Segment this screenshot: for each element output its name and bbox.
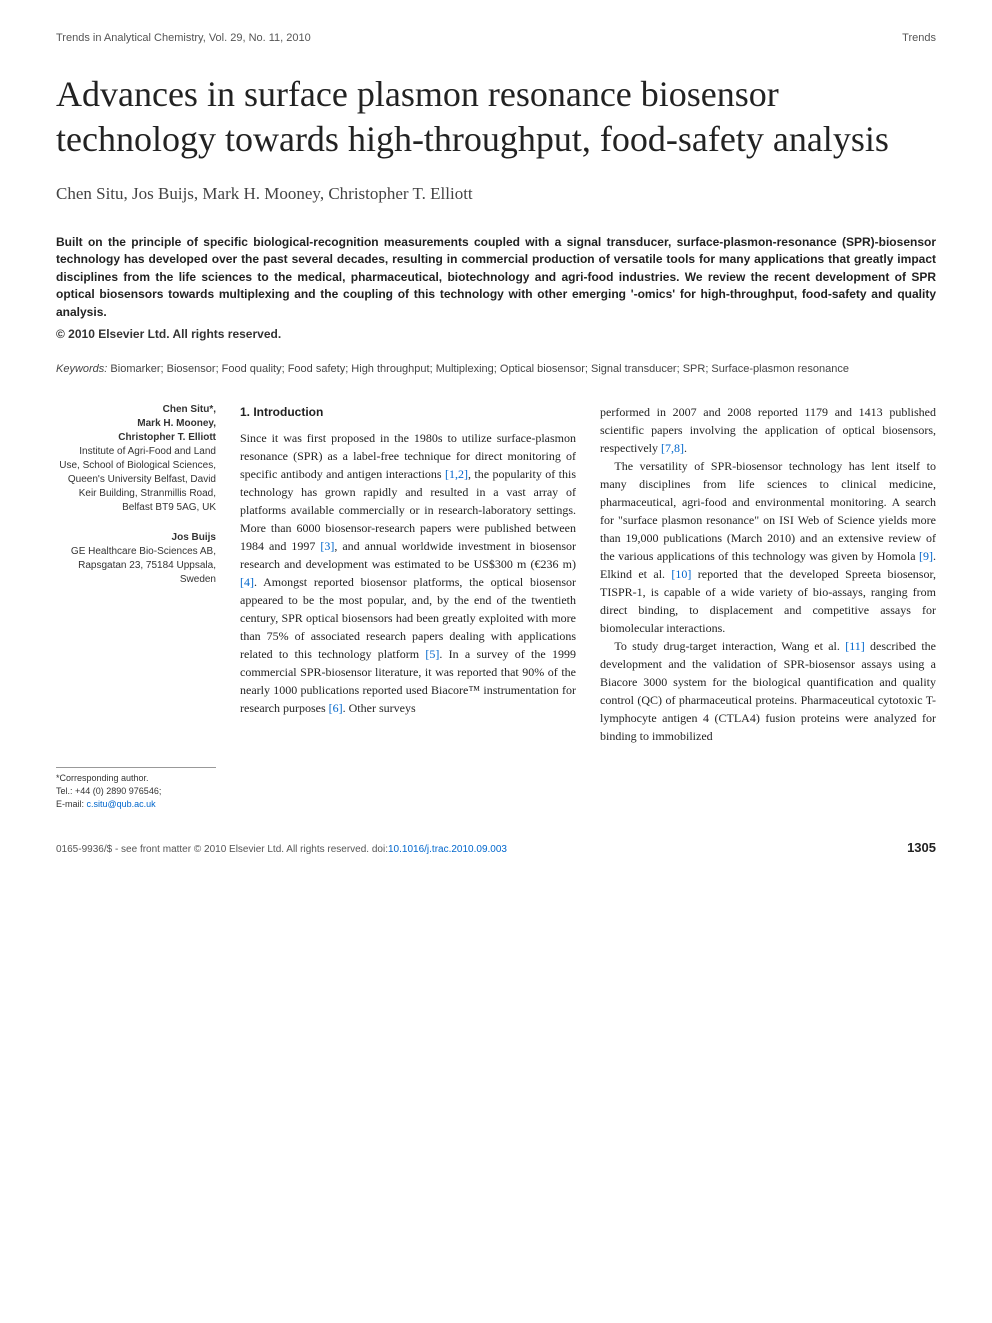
text-run: described the development and the valida…: [600, 639, 936, 743]
page-container: Trends in Analytical Chemistry, Vol. 29,…: [0, 0, 992, 879]
doi-link[interactable]: 10.1016/j.trac.2010.09.003: [388, 844, 507, 855]
email-label: E-mail:: [56, 799, 87, 809]
author-list: Chen Situ, Jos Buijs, Mark H. Mooney, Ch…: [56, 184, 936, 204]
corresponding-tel: Tel.: +44 (0) 2890 976546;: [56, 785, 216, 798]
intro-paragraph-3: To study drug-target interaction, Wang e…: [600, 637, 936, 745]
text-run: . Other surveys: [343, 701, 416, 715]
corresponding-email-line: E-mail: c.situ@qub.ac.uk: [56, 798, 216, 811]
abstract-text: Built on the principle of specific biolo…: [56, 234, 936, 321]
page-footer: 0165-9936/$ - see front matter © 2010 El…: [56, 840, 936, 855]
article-title: Advances in surface plasmon resonance bi…: [56, 72, 936, 162]
citation-link-11[interactable]: [11]: [845, 639, 865, 653]
citation-link-10[interactable]: [10]: [671, 567, 691, 581]
section-heading-intro: 1. Introduction: [240, 403, 576, 421]
corresponding-author-block: *Corresponding author. Tel.: +44 (0) 289…: [56, 767, 216, 810]
intro-paragraph-2: The versatility of SPR-biosensor technol…: [600, 457, 936, 637]
affil-address-1: Institute of Agri-Food and Land Use, Sch…: [56, 445, 216, 515]
affil-names-2: Jos Buijs: [56, 531, 216, 545]
affil-address-2: GE Healthcare Bio-Sciences AB, Rapsgatan…: [56, 545, 216, 587]
text-run: To study drug-target interaction, Wang e…: [614, 639, 845, 653]
text-run: The versatility of SPR-biosensor technol…: [600, 459, 936, 563]
citation-link-5[interactable]: [5]: [425, 647, 439, 661]
body-column-2: performed in 2007 and 2008 reported 1179…: [600, 403, 936, 810]
corresponding-email-link[interactable]: c.situ@qub.ac.uk: [87, 799, 156, 809]
citation-link-6[interactable]: [6]: [329, 701, 343, 715]
body-column-1: 1. Introduction Since it was first propo…: [240, 403, 576, 810]
intro-paragraph-1: Since it was first proposed in the 1980s…: [240, 429, 576, 717]
affil-names-1: Chen Situ*, Mark H. Mooney, Christopher …: [56, 403, 216, 445]
running-header: Trends in Analytical Chemistry, Vol. 29,…: [56, 32, 936, 44]
citation-link-7-8[interactable]: [7,8]: [661, 441, 684, 455]
text-run: performed in 2007 and 2008 reported 1179…: [600, 405, 936, 455]
citation-link-1-2[interactable]: [1,2]: [445, 467, 468, 481]
main-content-grid: Chen Situ*, Mark H. Mooney, Christopher …: [56, 403, 936, 810]
text-run: .: [684, 441, 687, 455]
corresponding-label: *Corresponding author.: [56, 772, 216, 785]
keywords-block: Keywords: Biomarker; Biosensor; Food qua…: [56, 361, 936, 378]
affiliation-block-2: Jos Buijs GE Healthcare Bio-Sciences AB,…: [56, 531, 216, 587]
citation-link-4[interactable]: [4]: [240, 575, 254, 589]
keywords-label: Keywords:: [56, 363, 107, 375]
copyright-line: © 2010 Elsevier Ltd. All rights reserved…: [56, 327, 936, 341]
keywords-list: Biomarker; Biosensor; Food quality; Food…: [107, 363, 849, 375]
journal-info-left: Trends in Analytical Chemistry, Vol. 29,…: [56, 32, 311, 44]
affiliation-block-1: Chen Situ*, Mark H. Mooney, Christopher …: [56, 403, 216, 515]
affiliation-column: Chen Situ*, Mark H. Mooney, Christopher …: [56, 403, 216, 810]
page-number: 1305: [907, 840, 936, 855]
journal-info-right: Trends: [902, 32, 936, 44]
citation-link-9[interactable]: [9]: [919, 549, 933, 563]
citation-link-3[interactable]: [3]: [320, 539, 334, 553]
intro-paragraph-1-cont: performed in 2007 and 2008 reported 1179…: [600, 403, 936, 457]
issn-text: 0165-9936/$ - see front matter © 2010 El…: [56, 844, 388, 855]
footer-issn-doi: 0165-9936/$ - see front matter © 2010 El…: [56, 844, 507, 855]
